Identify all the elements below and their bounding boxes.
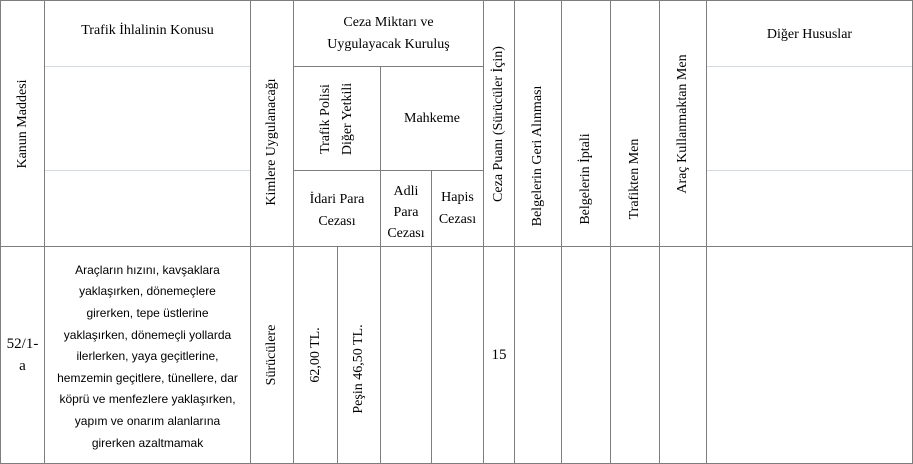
- row-konu-line: köprü ve menfezlere yaklaşırken,: [59, 392, 236, 407]
- header-kimlere: Kimlere Uygulanacağı: [251, 1, 293, 246]
- row-arac-kullanmaktan: [660, 247, 706, 463]
- row-konu-line: Araçların hızını, kavşaklara: [75, 262, 220, 277]
- header-ihlal-konusu-label: Trafik İhlalinin Konusu: [81, 23, 214, 38]
- header-kimlere-label: Kimlere Uygulanacağı: [264, 77, 279, 206]
- header-arac-kullanmaktan: Araç Kullanmaktan Men: [660, 1, 706, 246]
- row-adli: [381, 247, 431, 463]
- header-belgelerin-iptali: Belgelerin İptali: [562, 1, 610, 246]
- row-konu-line: hemzemin geçitlere, tünellere, dar: [57, 370, 238, 385]
- row-kimlere-value: Sürücülere: [264, 324, 279, 386]
- header-kanun-maddesi-label: Kanun Maddesi: [14, 78, 30, 169]
- header-ceza-group-line1: Ceza Miktarı ve: [343, 15, 434, 30]
- row-konu-line: ilerlerken, yaya geçitlerine,: [76, 349, 219, 364]
- header-adli-line3: Cezası: [387, 226, 425, 241]
- header-belgelerin-geri: Belgelerin Geri Alınması: [515, 1, 561, 246]
- gridline: [706, 170, 913, 171]
- row-konu-line: girerken, tepe üstlerine: [86, 306, 209, 321]
- row-madde: 52/1- a: [1, 330, 44, 380]
- row-pesin-value: Peşin 46,50 TL.: [351, 324, 366, 414]
- row-ceza-puani: 15: [484, 340, 514, 370]
- row-idari-ceza: 62,00 TL.: [294, 247, 337, 463]
- header-belgelerin-geri-label: Belgelerin Geri Alınması: [530, 85, 545, 226]
- row-konu-line: yaklaşırken, dönemeçlere: [79, 284, 216, 299]
- row-madde-line2: a: [19, 358, 26, 374]
- row-belgelerin-geri: [515, 247, 561, 463]
- header-belgelerin-iptali-label: Belgelerin İptali: [578, 132, 593, 225]
- row-konu-line: yapım ve onarım alanlarına: [74, 413, 221, 428]
- row-konu-line: girerken azaltmamak: [91, 435, 204, 450]
- row-konu-line: yaklaşırken, dönemeçli yollarda: [63, 327, 232, 342]
- header-adli-line2: Para: [393, 205, 419, 220]
- gridline: [44, 170, 250, 171]
- header-diger-hususlar-label: Diğer Hususlar: [766, 27, 853, 42]
- header-trafik-polisi: Trafik Polisi Diğer Yetkili: [294, 67, 380, 170]
- header-diger-hususlar: Diğer Hususlar: [707, 24, 912, 54]
- header-hapis: Hapis Cezası: [432, 171, 483, 246]
- row-konu: Araçların hızını, kavşaklara yaklaşırken…: [45, 258, 250, 456]
- row-kimlere: Sürücülere: [251, 247, 293, 463]
- header-mahkeme: Mahkeme: [381, 67, 483, 170]
- row-diger-hususlar: [707, 247, 912, 463]
- header-idari: İdari Para Cezası: [294, 171, 380, 246]
- row-hapis: [432, 247, 483, 463]
- header-trafik-polisi-line1: Trafik Polisi: [318, 83, 333, 154]
- header-ihlal-konusu: Trafik İhlalinin Konusu: [45, 20, 250, 50]
- header-adli: Adli Para Cezası: [381, 171, 431, 246]
- header-hapis-line2: Cezası: [438, 211, 477, 227]
- gridline: [706, 66, 913, 67]
- header-adli-line1: Adli: [393, 184, 419, 199]
- row-idari-ceza-value: 62,00 TL.: [307, 327, 323, 383]
- header-ceza-group: Ceza Miktarı ve Uygulayacak Kuruluş: [294, 10, 483, 58]
- row-pesin: Peşin 46,50 TL.: [338, 247, 380, 463]
- header-trafikten-men: Trafikten Men: [611, 1, 659, 246]
- header-ceza-puani: Ceza Puanı (Sürücüler İçin): [484, 1, 514, 246]
- header-trafikten-men-label: Trafikten Men: [627, 138, 642, 219]
- row-ceza-puani-value: 15: [491, 347, 507, 363]
- header-arac-kullanmaktan-label: Araç Kullanmaktan Men: [675, 53, 690, 194]
- row-belgelerin-iptali: [562, 247, 610, 463]
- header-hapis-line1: Hapis: [441, 189, 474, 205]
- header-ceza-group-line2: Uygulayacak Kuruluş: [327, 37, 450, 52]
- row-madde-line1: 52/1-: [6, 336, 39, 352]
- header-idari-line2: Cezası: [318, 213, 356, 229]
- header-trafik-polisi-line2: Diğer Yetkili: [340, 82, 355, 155]
- header-idari-line1: İdari Para: [309, 191, 365, 207]
- header-kanun-maddesi: Kanun Maddesi: [1, 1, 44, 246]
- row-trafikten-men: [611, 247, 659, 463]
- gridline: [44, 66, 250, 67]
- header-mahkeme-label: Mahkeme: [404, 110, 460, 126]
- header-ceza-puani-label: Ceza Puanı (Sürücüler İçin): [491, 45, 506, 202]
